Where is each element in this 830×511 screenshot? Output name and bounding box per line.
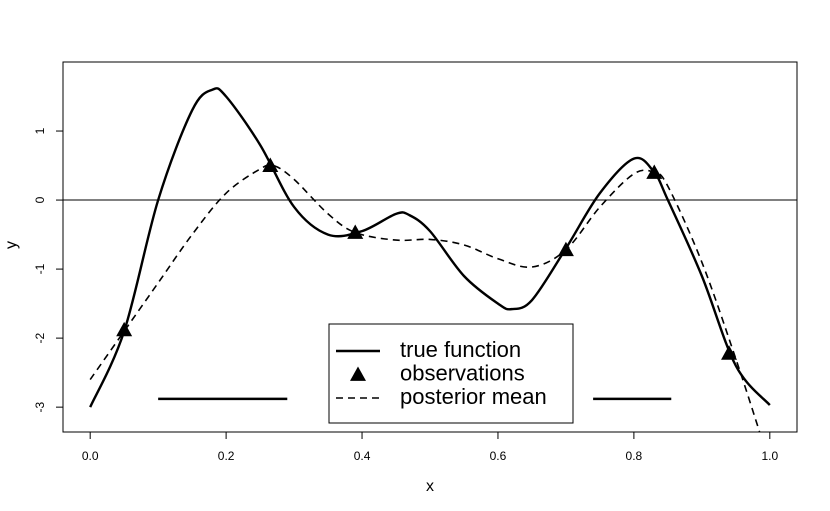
x-tick-label: 0.8 — [626, 449, 643, 463]
legend-label: posterior mean — [400, 384, 547, 409]
x-tick-label: 0.4 — [354, 449, 371, 463]
plot-frame — [62, 61, 798, 433]
legend-label: observations — [400, 360, 525, 385]
x-tick-label: 1.0 — [761, 449, 778, 463]
observation-marker — [721, 345, 738, 360]
y-tick-label: 1 — [33, 127, 47, 134]
y-tick-label: -2 — [33, 332, 47, 343]
plot-area — [89, 87, 771, 432]
observation-marker — [347, 224, 364, 239]
observation-marker — [262, 157, 279, 172]
x-tick-label: 0.6 — [490, 449, 507, 463]
legend-box — [328, 323, 574, 424]
x-tick-label: 0.2 — [218, 449, 235, 463]
x-axis-title: x — [426, 478, 434, 495]
legend-label: true function — [400, 337, 521, 362]
observation-marker — [116, 321, 133, 337]
y-tick-label: -1 — [33, 263, 47, 274]
legend-symbol — [350, 366, 366, 381]
y-tick-label: -3 — [33, 401, 47, 412]
y-tick-label: 0 — [33, 196, 47, 203]
series-line — [89, 163, 761, 432]
y-axis-title: y — [3, 241, 20, 249]
x-tick-label: 0.0 — [82, 449, 99, 463]
